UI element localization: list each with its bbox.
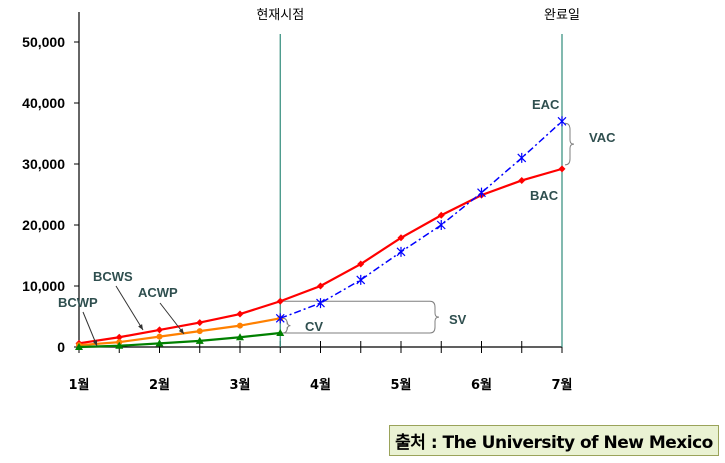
data-point	[275, 313, 285, 324]
arrow-line	[115, 285, 144, 331]
vertical-markers: 현재시점 완료일	[256, 8, 580, 347]
arrow-line	[82, 311, 98, 347]
series	[75, 116, 567, 350]
data-point	[237, 322, 243, 329]
data-point	[437, 211, 445, 219]
data-point	[115, 341, 124, 349]
y-tick-label: 20,000	[22, 217, 65, 233]
vac-bracket	[564, 122, 575, 166]
bcws-pointer	[115, 285, 144, 331]
x-tick-label: 1월	[68, 377, 89, 393]
data-point	[356, 274, 366, 285]
x-ticks: 1월 2월 3월 4월 5월 6월 7월	[68, 341, 573, 393]
data-point	[397, 234, 405, 242]
brackets	[280, 122, 575, 334]
y-tick-label: 0	[57, 339, 65, 355]
cv-label: CV	[305, 319, 323, 334]
data-point	[518, 176, 526, 184]
series-acwp	[76, 315, 284, 349]
y-ticks: 0 10,000 20,000 30,000 40,000 50,000	[22, 34, 79, 355]
data-point	[276, 328, 285, 336]
data-point	[517, 152, 527, 163]
data-point	[317, 282, 324, 290]
data-point	[196, 319, 204, 327]
data-point	[436, 220, 446, 230]
x-tick-label: 3월	[229, 377, 250, 393]
data-point	[236, 310, 244, 318]
x-tick-label: 4월	[310, 377, 331, 393]
data-point	[316, 298, 325, 309]
acwp-pointer	[159, 302, 185, 335]
sv-bracket	[429, 300, 440, 334]
data-point	[155, 339, 164, 347]
arrow-line	[159, 302, 185, 335]
data-point	[156, 326, 163, 334]
series-line	[78, 167, 563, 345]
data-point	[276, 297, 284, 305]
source-caption: 출처 : The University of New Mexico	[389, 425, 719, 456]
bcwp-label: BCWP	[58, 295, 98, 310]
data-point	[195, 336, 204, 344]
x-tick-label: 6월	[471, 377, 492, 393]
cv-bracket	[283, 317, 291, 334]
series-eac	[275, 116, 567, 324]
bcws-label: BCWS	[93, 269, 133, 284]
data-point	[156, 333, 163, 340]
series-line	[78, 317, 281, 347]
data-point	[236, 333, 244, 341]
y-tick-label: 10,000	[22, 278, 65, 294]
x-tick-label: 7월	[551, 377, 572, 393]
y-tick-label: 40,000	[22, 95, 65, 111]
data-point	[558, 165, 566, 173]
x-tick-label: 5월	[390, 377, 411, 393]
arrow-head	[138, 324, 143, 330]
completion-date-label: 완료일	[544, 8, 580, 23]
eac-label: EAC	[532, 97, 560, 112]
bcwp-pointer	[82, 311, 98, 347]
series-line	[78, 331, 281, 349]
sv-label: SV	[449, 312, 467, 327]
series-line	[279, 120, 563, 320]
y-tick-label: 50,000	[22, 34, 65, 50]
series-bcwp	[75, 328, 285, 350]
data-point	[357, 260, 365, 268]
y-tick-label: 30,000	[22, 156, 65, 172]
arrow-head	[92, 340, 98, 346]
data-point	[396, 246, 406, 257]
x-tick-label: 2월	[149, 377, 170, 393]
data-point	[75, 343, 83, 350]
arrow-head	[178, 328, 184, 334]
data-point	[557, 116, 567, 127]
vac-label: VAC	[589, 130, 616, 145]
annotation-labels: BCWS ACWP BCWP EAC BAC VAC SV CV	[58, 97, 616, 347]
bac-label: BAC	[530, 188, 559, 203]
data-point	[477, 187, 486, 198]
data-point	[196, 328, 203, 335]
acwp-label: ACWP	[138, 285, 178, 300]
current-time-label: 현재시점	[256, 8, 304, 23]
data-point	[115, 333, 123, 341]
